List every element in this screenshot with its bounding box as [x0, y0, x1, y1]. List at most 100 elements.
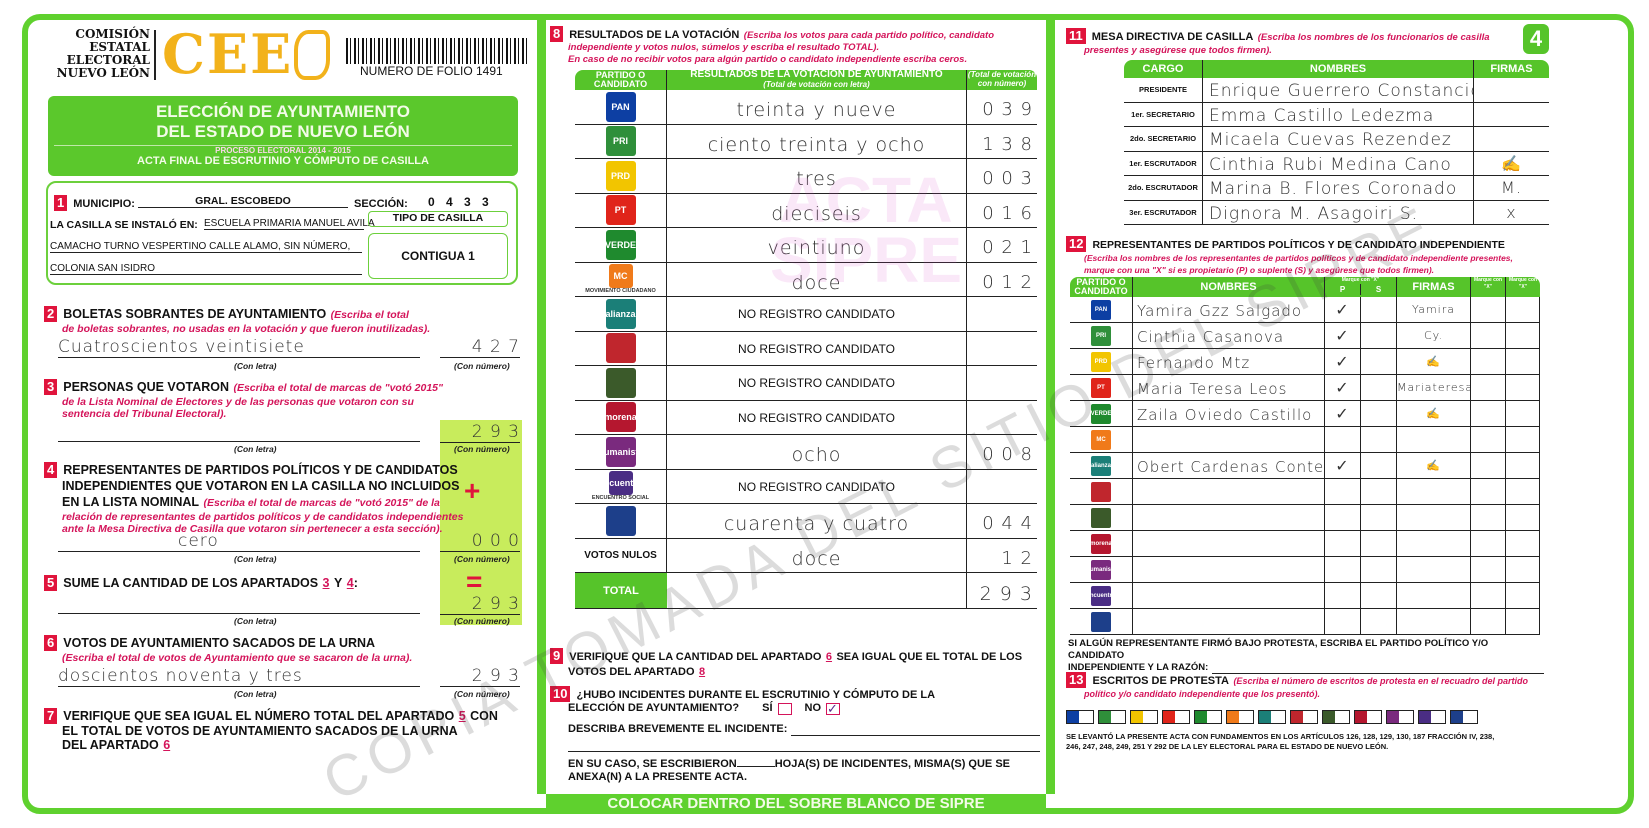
mark-cell[interactable]	[1505, 401, 1540, 426]
votos-letra-field[interactable]: NO REGISTRO CANDIDATO	[667, 366, 967, 400]
votos-numero-field[interactable]	[967, 297, 1037, 331]
representantes-letra-field[interactable]: cero	[58, 531, 420, 552]
propietario-checkbox[interactable]: ✓	[1324, 453, 1360, 478]
nombre-field[interactable]	[1132, 505, 1324, 530]
firma-field[interactable]: ✍	[1396, 453, 1470, 478]
suplente-checkbox[interactable]	[1360, 609, 1396, 634]
firma-field[interactable]	[1396, 609, 1470, 634]
votos-numero-field[interactable]: 0 2 1	[982, 237, 1033, 258]
votos-letra-field[interactable]: NO REGISTRO CANDIDATO	[667, 469, 967, 503]
mark-cell[interactable]	[1505, 583, 1540, 608]
propietario-checkbox[interactable]	[1324, 505, 1360, 530]
mark-cell[interactable]	[1470, 349, 1505, 374]
nombre-field[interactable]: Enrique Guerrero Constancio	[1202, 78, 1474, 102]
nombre-field[interactable]: Zaila Oviedo Castillo	[1132, 401, 1324, 426]
propietario-checkbox[interactable]	[1324, 427, 1360, 452]
protesta-count-field[interactable]	[1303, 711, 1317, 723]
address-line[interactable]: ESCUELA PRIMARIA MANUEL AVILA	[204, 218, 375, 230]
address-line[interactable]: COLONIA SAN ISIDRO	[50, 263, 362, 275]
nombre-field[interactable]: Obert Cardenas Conte	[1132, 453, 1324, 478]
nombre-field[interactable]	[1132, 531, 1324, 556]
nombre-field[interactable]: Maria Teresa Leos	[1132, 375, 1324, 400]
firma-field[interactable]	[1396, 427, 1470, 452]
votos-nulos-letra[interactable]: doce	[667, 538, 967, 572]
total-numero[interactable]: 2 9 3	[979, 582, 1033, 605]
protesta-count-field[interactable]	[1367, 711, 1381, 723]
mark-cell[interactable]	[1505, 323, 1540, 348]
votos-letra-field[interactable]: NO REGISTRO CANDIDATO	[667, 400, 967, 434]
nombre-field[interactable]: Dignora M. Asagoiri S.	[1202, 200, 1474, 224]
propietario-checkbox[interactable]	[1324, 557, 1360, 582]
nombre-field[interactable]: Cinthia Casanova	[1132, 323, 1324, 348]
mark-cell[interactable]	[1505, 375, 1540, 400]
address-line[interactable]: CAMACHO TURNO VESPERTINO CALLE ALAMO, SI…	[50, 241, 362, 253]
firma-field[interactable]: M.	[1501, 178, 1522, 197]
suplente-checkbox[interactable]	[1360, 505, 1396, 530]
firma-field[interactable]	[1396, 583, 1470, 608]
votos-numero-field[interactable]: 1 3 8	[982, 133, 1033, 155]
nombre-field[interactable]	[1132, 609, 1324, 634]
firma-field[interactable]: ✍	[1396, 349, 1470, 374]
propietario-checkbox[interactable]: ✓	[1324, 375, 1360, 400]
nombre-field[interactable]: Cinthia Rubi Medina Cano	[1202, 151, 1474, 175]
representantes-numero-field[interactable]: 0 0 0	[440, 531, 520, 552]
mark-cell[interactable]	[1505, 427, 1540, 452]
votos-letra-field[interactable]: cuarenta y cuatro	[667, 504, 967, 538]
boletas-numero-field[interactable]: 4 2 7	[440, 337, 520, 358]
firma-field[interactable]: Mariateresa	[1396, 375, 1470, 400]
mark-cell[interactable]	[1470, 583, 1505, 608]
firma-field[interactable]: Yamira	[1396, 297, 1470, 322]
suma-numero-field[interactable]: 2 9 3	[440, 594, 520, 615]
firma-field[interactable]	[1474, 127, 1549, 151]
propietario-checkbox[interactable]	[1324, 609, 1360, 634]
nombre-field[interactable]: Micaela Cuevas Rezendez	[1202, 127, 1474, 151]
suplente-checkbox[interactable]	[1360, 531, 1396, 556]
protesta-count-field[interactable]	[1111, 711, 1125, 723]
incidente-field[interactable]	[791, 723, 1040, 736]
mark-cell[interactable]	[1470, 479, 1505, 504]
seccion-field[interactable]: 0 4 3 3	[428, 195, 493, 209]
firma-field[interactable]	[1396, 531, 1470, 556]
votos-numero-field[interactable]: 0 4 4	[982, 513, 1033, 534]
propietario-checkbox[interactable]	[1324, 531, 1360, 556]
urna-numero-field[interactable]: 2 9 3	[440, 666, 520, 687]
suplente-checkbox[interactable]	[1360, 349, 1396, 374]
firma-field[interactable]: Cy.	[1396, 323, 1470, 348]
mark-cell[interactable]	[1470, 505, 1505, 530]
mark-cell[interactable]	[1505, 557, 1540, 582]
suplente-checkbox[interactable]	[1360, 401, 1396, 426]
mark-cell[interactable]	[1470, 375, 1505, 400]
suplente-checkbox[interactable]	[1360, 297, 1396, 322]
nombre-field[interactable]	[1132, 583, 1324, 608]
protesta-count-field[interactable]	[1271, 711, 1285, 723]
protesta-count-field[interactable]	[1143, 711, 1157, 723]
mark-cell[interactable]	[1470, 531, 1505, 556]
propietario-checkbox[interactable]	[1324, 479, 1360, 504]
nombre-field[interactable]	[1132, 427, 1324, 452]
protesta-count-field[interactable]	[1079, 711, 1093, 723]
votos-letra-field[interactable]: doce	[667, 262, 967, 296]
votos-numero-field[interactable]: 0 1 6	[982, 202, 1033, 224]
votos-letra-field[interactable]: NO REGISTRO CANDIDATO	[667, 331, 967, 365]
suplente-checkbox[interactable]	[1360, 323, 1396, 348]
nombre-field[interactable]	[1132, 557, 1324, 582]
firma-field[interactable]: ✍	[1501, 153, 1522, 173]
protesta-count-field[interactable]	[1463, 711, 1477, 723]
votos-numero-field[interactable]: 0 3 9	[982, 99, 1033, 120]
suma-letra-field[interactable]	[58, 594, 420, 614]
si-checkbox[interactable]	[777, 702, 792, 715]
propietario-checkbox[interactable]: ✓	[1324, 297, 1360, 322]
mark-cell[interactable]	[1470, 297, 1505, 322]
firma-field[interactable]	[1396, 505, 1470, 530]
nombre-field[interactable]: Marina B. Flores Coronado	[1202, 176, 1474, 200]
municipio-field[interactable]: GRAL. ESCOBEDO	[138, 195, 348, 208]
protesta-count-field[interactable]	[1239, 711, 1253, 723]
no-checkbox[interactable]: ✓	[826, 702, 841, 715]
suplente-checkbox[interactable]	[1360, 427, 1396, 452]
firma-field[interactable]: x	[1506, 202, 1517, 222]
suplente-checkbox[interactable]	[1360, 453, 1396, 478]
protesta-count-field[interactable]	[1175, 711, 1189, 723]
votos-letra-field[interactable]: ocho	[667, 435, 967, 469]
votos-numero-field[interactable]: 0 0 3	[982, 168, 1033, 189]
protesta-count-field[interactable]	[1431, 711, 1445, 723]
